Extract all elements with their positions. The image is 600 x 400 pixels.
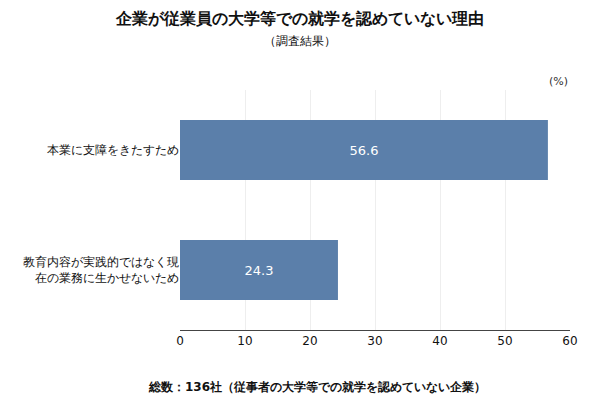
svg-text:企業が従業員の大学等での就学を認めていない理由（調査結果）: 企業が従業員の大学等での就学を認めていない理由（調査結果） — [115, 9, 484, 48]
svg-text:0: 0 — [176, 334, 184, 348]
svg-text:40: 40 — [432, 334, 447, 348]
svg-text:20: 20 — [302, 334, 317, 348]
svg-text:10: 10 — [237, 334, 252, 348]
svg-text:24.3: 24.3 — [244, 263, 273, 278]
svg-text:56.6: 56.6 — [349, 143, 378, 158]
svg-text:50: 50 — [497, 334, 512, 348]
svg-text:60: 60 — [562, 334, 577, 348]
svg-text:(%): (%) — [549, 75, 568, 88]
svg-text:教育内容が実践的ではなく現在の業務に生かせないため: 教育内容が実践的ではなく現在の業務に生かせないため — [23, 255, 179, 285]
svg-text:総数：136社（従事者の大学等での就学を認めていない企業）: 総数：136社（従事者の大学等での就学を認めていない企業） — [148, 380, 486, 394]
svg-text:本業に支障をきたすため: 本業に支障をきたすため — [47, 143, 179, 157]
svg-text:30: 30 — [367, 334, 382, 348]
